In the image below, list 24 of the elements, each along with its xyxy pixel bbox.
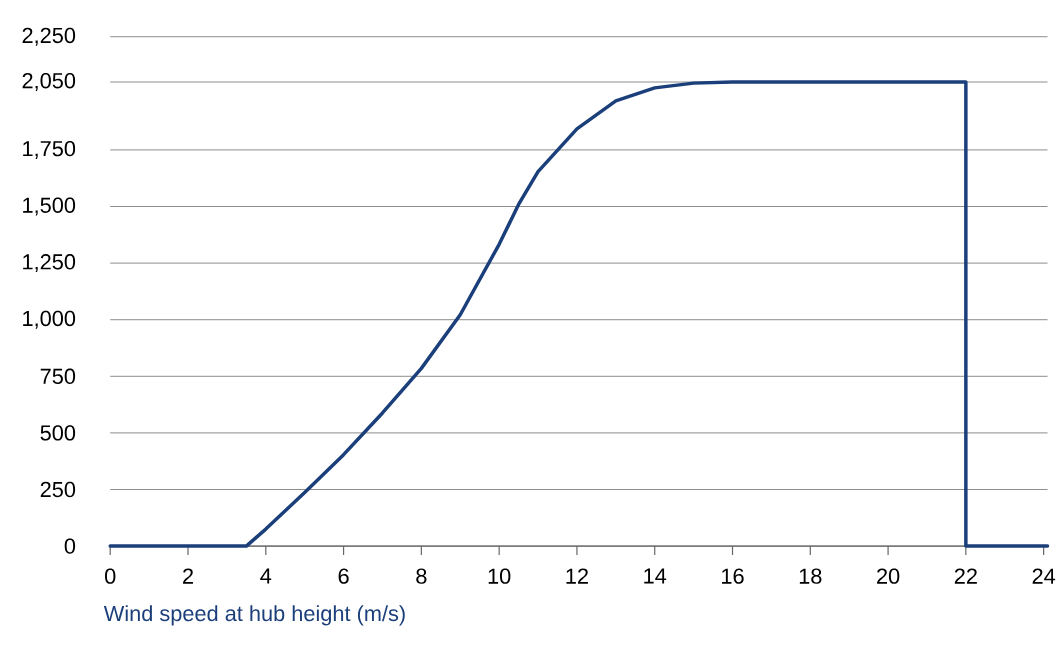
x-tick-label: 0 [105,568,116,584]
y-tick-label: 2,050 [22,72,76,91]
x-tick-label: 2 [183,568,193,584]
x-tick-label: 6 [338,568,349,584]
x-tick-label: 4 [260,568,272,584]
y-tick-label: 1,500 [23,197,76,216]
x-tick-label: 8 [416,568,427,584]
y-tick-label: 1,250 [23,253,76,272]
y-tick-label: 2,250 [22,27,76,46]
x-tick-label: 22 [954,568,977,584]
x-tick-label: 14 [644,568,667,584]
y-tick-label: 500 [40,425,76,441]
x-axis-title: Wind speed at hub height (m/s) [103,605,405,626]
y-tick-label: 0 [64,538,76,554]
x-tick-label: 18 [799,568,822,584]
x-tick-label: 24 [1032,568,1056,584]
x-tick-label: 20 [877,568,900,584]
x-tick-label: 12 [566,568,588,584]
y-tick-label: 1,000 [23,310,76,329]
y-tick-label: 1,750 [23,140,76,159]
y-tick-label: 750 [40,368,76,384]
x-tick-label: 16 [722,568,744,584]
y-tick-label: 250 [40,481,76,498]
x-tick-label: 10 [488,568,511,584]
